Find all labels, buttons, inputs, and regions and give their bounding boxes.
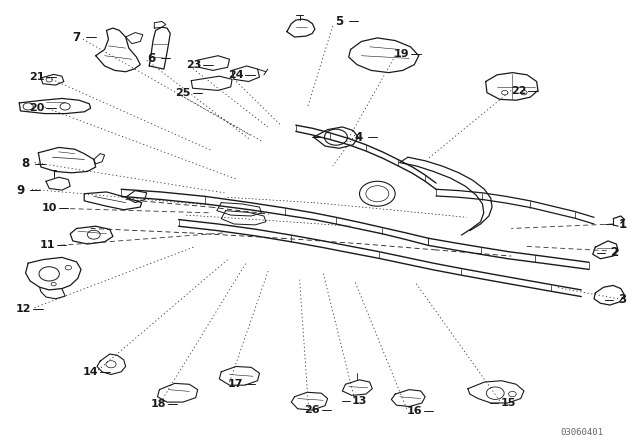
Text: 7: 7 xyxy=(72,30,81,43)
Text: 20: 20 xyxy=(29,103,44,113)
Text: 2: 2 xyxy=(611,246,618,259)
Text: 22: 22 xyxy=(511,86,527,96)
Text: 13: 13 xyxy=(352,396,367,406)
Text: 03060401: 03060401 xyxy=(561,428,604,437)
Text: 17: 17 xyxy=(228,379,244,389)
Text: 26: 26 xyxy=(305,405,320,415)
Text: 8: 8 xyxy=(22,157,29,170)
Text: 1: 1 xyxy=(619,217,627,231)
Text: 10: 10 xyxy=(42,203,57,213)
Text: 19: 19 xyxy=(394,49,410,59)
Text: 23: 23 xyxy=(186,60,202,69)
Text: 5: 5 xyxy=(335,15,343,28)
Text: 25: 25 xyxy=(175,88,191,98)
Text: 4: 4 xyxy=(354,131,362,144)
Text: 12: 12 xyxy=(16,305,31,314)
Text: 24: 24 xyxy=(228,70,244,80)
Text: 11: 11 xyxy=(40,241,55,250)
Text: 21: 21 xyxy=(29,72,44,82)
Text: 6: 6 xyxy=(147,52,156,65)
Text: 3: 3 xyxy=(619,293,627,306)
Text: 18: 18 xyxy=(150,399,166,409)
Text: 15: 15 xyxy=(500,398,516,408)
Text: 14: 14 xyxy=(83,367,99,377)
Text: 16: 16 xyxy=(406,406,422,416)
Text: 9: 9 xyxy=(17,184,24,197)
